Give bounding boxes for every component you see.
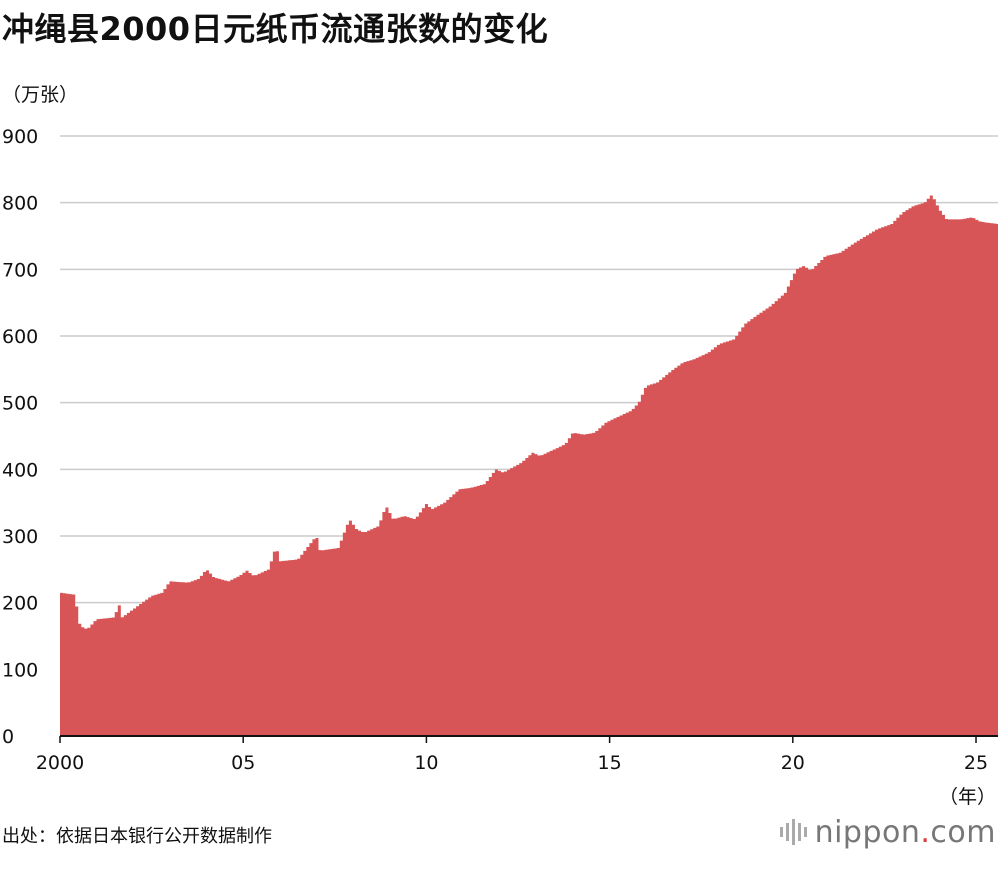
- area-series: [60, 195, 998, 737]
- x-axis-unit-label: （年）: [938, 786, 996, 808]
- y-tick-label: 400: [2, 459, 38, 481]
- brand-tld: com: [930, 814, 996, 850]
- x-tick-label: 10: [414, 752, 438, 774]
- source-note: 出处：依据日本银行公开数据制作: [2, 826, 272, 847]
- y-tick-label: 600: [2, 326, 38, 348]
- chart-title: 冲绳县2000日元纸币流通张数的变化: [2, 10, 549, 48]
- y-tick-label: 800: [2, 193, 38, 215]
- x-axis-ticks: 2000 05 10 15 20 25: [36, 736, 988, 774]
- x-tick-label: 05: [231, 752, 255, 774]
- y-axis-ticks: 0 100 200 300 400 500 600 700 800 900: [2, 126, 38, 748]
- y-tick-label: 200: [2, 593, 38, 615]
- x-tick-label: 25: [964, 752, 988, 774]
- y-tick-label: 700: [2, 259, 38, 281]
- brand-name: nippon: [814, 814, 921, 850]
- x-tick-label: 15: [598, 752, 622, 774]
- x-tick-label: 20: [781, 752, 805, 774]
- brand-bars-icon: [779, 817, 807, 847]
- y-axis-unit-label: （万张）: [2, 84, 79, 106]
- brand-logo: nippon.com: [779, 812, 996, 852]
- y-tick-label: 0: [2, 726, 14, 748]
- y-tick-label: 300: [2, 526, 38, 548]
- y-tick-label: 100: [2, 659, 38, 681]
- y-tick-label: 900: [2, 126, 38, 148]
- brand-dot: .: [920, 814, 931, 850]
- x-tick-label: 2000: [36, 752, 84, 774]
- y-tick-label: 500: [2, 393, 38, 415]
